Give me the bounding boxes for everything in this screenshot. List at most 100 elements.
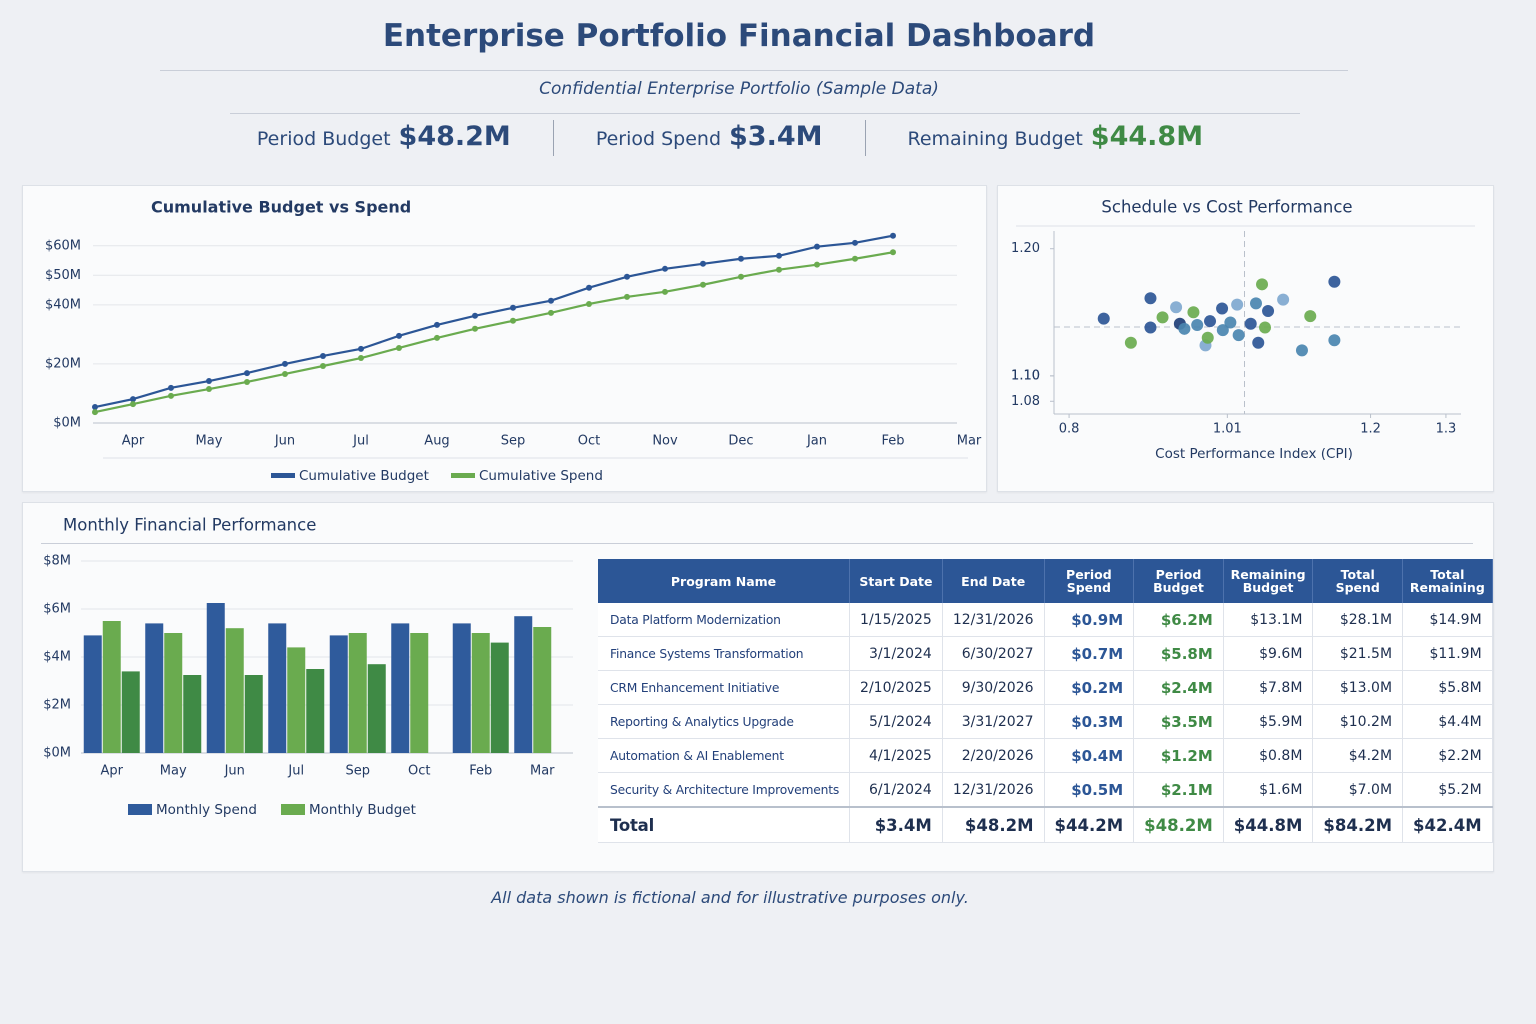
data-point: [472, 325, 478, 332]
legend-swatch: [281, 804, 305, 815]
data-point: [548, 297, 554, 304]
column-header: Start Date: [849, 559, 943, 603]
total-cell: $44.2M: [1044, 806, 1135, 843]
x-tick-label: Aug: [424, 434, 449, 449]
divider: [160, 70, 1348, 71]
table-cell: $14.9M: [1402, 603, 1493, 637]
data-point: [624, 273, 630, 280]
bar: [287, 647, 306, 753]
chart-title: Schedule vs Cost Performance: [1101, 198, 1352, 217]
bar: [514, 616, 533, 753]
data-point: [358, 345, 364, 352]
y-tick-label: 1.10: [1011, 368, 1040, 383]
chart-title: Monthly Financial Performance: [63, 516, 316, 535]
table-row: CRM Enhancement Initiative 2/10/2025 9/30/…: [598, 670, 1493, 705]
column-header: Total Remaining: [1402, 559, 1493, 603]
scatter-panel: Schedule vs Cost Performance 1.20 1.10 1.10…: [997, 185, 1494, 492]
table-cell: 12/31/2026: [942, 603, 1045, 637]
series-line: [94, 251, 894, 414]
legend-label: Monthly Spend: [156, 802, 257, 818]
data-point: [814, 261, 820, 268]
bar: [452, 623, 471, 753]
bar: [490, 642, 509, 753]
total-row: Total $3.4M $48.2M $44.2M $48.2M $44.8M $84.2M…: [598, 806, 1493, 843]
bar: [410, 633, 429, 753]
table-cell: Reporting & Analytics Upgrade: [598, 704, 851, 739]
table-cell: 4/1/2025: [849, 738, 943, 773]
data-point: [662, 288, 668, 295]
data-point: [738, 273, 744, 280]
bar: [391, 623, 410, 753]
data-point: [586, 300, 592, 307]
kpi-bar: Period Budget $48.2M Period Spend $3.4M Re…: [0, 120, 1460, 156]
column-header: Remaining Budget: [1223, 559, 1314, 603]
data-point: [168, 392, 174, 399]
data-point: [1295, 344, 1308, 357]
x-tick-label: Mar: [530, 764, 555, 779]
data-point: [1277, 293, 1290, 306]
y-tick-label: $6M: [43, 602, 71, 617]
data-point: [358, 355, 364, 362]
data-point: [1224, 316, 1237, 329]
data-point: [1249, 297, 1262, 310]
data-point: [1097, 312, 1110, 325]
line-chart: Cumulative Budget vs Spend $0M $20M $40M $50…: [45, 198, 982, 485]
legend-label: Cumulative Spend: [479, 468, 603, 484]
divider: [230, 113, 1300, 114]
data-point: [130, 401, 136, 408]
y-tick-label: $4M: [43, 650, 71, 665]
table-cell: Security & Architecture Improvements: [598, 772, 851, 808]
legend-swatch: [451, 473, 475, 478]
table-row: Security & Architecture Improvements 6/1/…: [598, 772, 1493, 808]
footer-note: All data shown is fictional and for illu…: [491, 888, 969, 907]
x-tick-label: 0.8: [1059, 422, 1080, 437]
data-point: [1156, 311, 1169, 324]
x-tick-label: Mar: [957, 434, 982, 449]
data-point: [1304, 310, 1317, 323]
table-cell: $5.9M: [1223, 704, 1314, 739]
legend-label: Cumulative Budget: [299, 468, 429, 484]
page-title: Enterprise Portfolio Financial Dashboard: [382, 18, 1096, 54]
data-point: [130, 396, 136, 403]
table-cell: $1.6M: [1223, 772, 1314, 808]
kpi-value: $3.4M: [729, 121, 823, 152]
x-tick-label: Jul: [287, 764, 304, 779]
divider: [41, 543, 1473, 544]
table-row: Reporting & Analytics Upgrade 5/1/2024 3/3…: [598, 704, 1493, 739]
kpi-label: Remaining Budget: [907, 128, 1083, 150]
data-point: [1124, 336, 1137, 349]
chart-title: Cumulative Budget vs Spend: [151, 198, 411, 217]
data-point: [548, 309, 554, 316]
header-row: Program Name Start Date End Date Period Spe…: [598, 559, 1493, 603]
table-cell: $11.9M: [1402, 636, 1493, 671]
data-point: [1231, 298, 1244, 311]
data-point: [244, 378, 250, 385]
legend-swatch: [128, 804, 152, 815]
y-tick-label: $8M: [43, 554, 71, 569]
y-tick-label: $2M: [43, 698, 71, 713]
data-point: [92, 409, 98, 416]
table-cell: $7.0M: [1312, 772, 1404, 808]
table-cell: 9/30/2026: [942, 670, 1045, 705]
table-cell: 3/31/2027: [942, 704, 1045, 739]
bar: [225, 628, 244, 753]
data-point: [662, 265, 668, 272]
data-point: [1328, 275, 1341, 288]
legend-swatch: [271, 473, 295, 478]
kpi-label: Period Budget: [256, 128, 391, 150]
bar: [244, 675, 263, 753]
y-tick-label: $0M: [43, 746, 71, 761]
total-cell: $48.2M: [942, 806, 1045, 843]
y-tick-label: 1.10: [1011, 368, 1040, 383]
table-cell: $2.4M: [1133, 670, 1224, 705]
program-table: Program Name Start Date End Date Period Spe…: [598, 559, 1493, 843]
legend-label: Monthly Budget: [309, 802, 416, 818]
x-tick-label: Nov: [652, 434, 678, 449]
table-cell: $3.5M: [1133, 704, 1224, 739]
data-point: [510, 317, 516, 324]
table-cell: $1.2M: [1133, 738, 1224, 773]
data-point: [776, 266, 782, 273]
y-tick-label: $40M: [45, 297, 81, 312]
table-cell: Automation & AI Enablement: [598, 738, 851, 773]
y-tick-label: 1.20: [1011, 241, 1040, 256]
